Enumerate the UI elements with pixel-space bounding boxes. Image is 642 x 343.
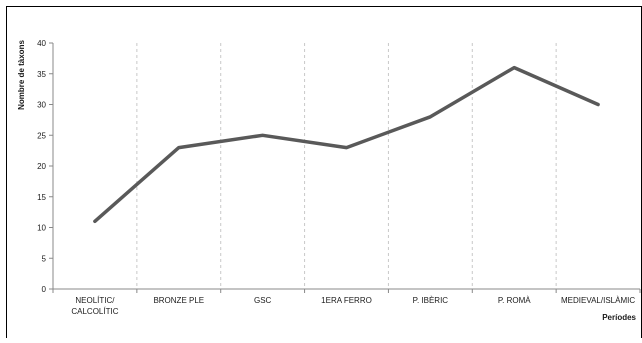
x-category-label: MEDIEVAL/ISLÀMIC xyxy=(561,296,635,305)
x-category-label: BRONZE PLE xyxy=(153,296,204,305)
x-category-label-line: P. ROMÀ xyxy=(498,296,531,305)
y-tick-label: 10 xyxy=(37,224,46,233)
y-tick-label: 25 xyxy=(37,131,46,140)
x-category-label: P. ROMÀ xyxy=(498,296,531,305)
y-tick-label: 40 xyxy=(37,39,46,48)
x-category-labels: NEOLÍTIC/CALCOLÍTIC BRONZE PLE GSC 1ERA FER… xyxy=(71,296,635,316)
axes xyxy=(49,42,641,293)
y-tick-label: 30 xyxy=(37,101,46,110)
series xyxy=(93,65,600,224)
x-category-label-line: GSC xyxy=(254,296,272,305)
y-axis-title: Nombre de tàxons xyxy=(17,40,26,110)
y-tick-label: 20 xyxy=(37,162,46,171)
y-tick-label: 35 xyxy=(37,70,46,79)
x-category-label-line: MEDIEVAL/ISLÀMIC xyxy=(561,296,635,305)
x-category-label: GSC xyxy=(254,296,272,305)
series-line xyxy=(93,65,600,224)
y-tick-labels: 0 5 10 15 20 25 30 35 40 xyxy=(37,39,46,294)
grid-lines xyxy=(136,43,557,289)
chart-border xyxy=(6,6,642,338)
y-tick-label: 15 xyxy=(37,193,46,202)
y-tick-label: 0 xyxy=(42,285,47,294)
x-category-label-line: NEOLÍTIC/ xyxy=(75,296,115,305)
x-category-label-line: CALCOLÍTIC xyxy=(71,307,118,316)
x-category-label-line: P. IBÈRIC xyxy=(413,296,449,305)
x-category-label: NEOLÍTIC/CALCOLÍTIC xyxy=(71,296,118,316)
y-tick-label: 5 xyxy=(42,254,47,263)
x-category-label: P. IBÈRIC xyxy=(413,296,449,305)
x-category-label: 1ERA FERRO xyxy=(321,296,372,305)
x-axis-title: Períodes xyxy=(602,313,636,322)
x-category-label-line: BRONZE PLE xyxy=(153,296,204,305)
x-category-label-line: 1ERA FERRO xyxy=(321,296,372,305)
